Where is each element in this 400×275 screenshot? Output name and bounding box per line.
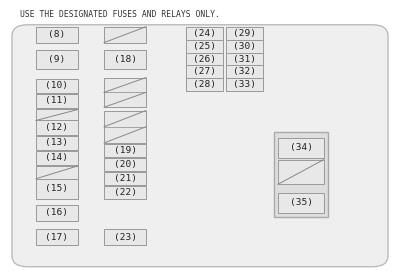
Text: (27): (27) — [193, 67, 216, 76]
Bar — [104, 158, 146, 171]
Text: (9): (9) — [48, 55, 66, 64]
Bar — [104, 50, 146, 69]
Text: (28): (28) — [193, 80, 216, 89]
Text: (29): (29) — [233, 29, 256, 38]
Text: (14): (14) — [46, 153, 68, 162]
Text: (16): (16) — [46, 208, 68, 217]
Text: (20): (20) — [114, 160, 136, 169]
Bar — [226, 78, 263, 91]
Bar — [36, 179, 78, 199]
Text: (25): (25) — [193, 42, 216, 51]
Text: (8): (8) — [48, 30, 66, 39]
Bar — [36, 229, 78, 245]
Bar — [104, 78, 146, 107]
Bar — [186, 78, 223, 91]
Text: (22): (22) — [114, 188, 136, 197]
Bar — [104, 144, 146, 157]
Bar — [278, 192, 324, 213]
Bar — [36, 50, 78, 69]
Bar — [36, 109, 78, 120]
Text: (32): (32) — [233, 67, 256, 76]
Text: (31): (31) — [233, 55, 256, 64]
Bar — [104, 111, 146, 143]
Bar — [278, 160, 324, 184]
Bar — [186, 40, 223, 53]
Text: (30): (30) — [233, 42, 256, 51]
Text: (23): (23) — [114, 233, 136, 242]
Text: (17): (17) — [46, 233, 68, 242]
Text: (10): (10) — [46, 81, 68, 90]
Text: (33): (33) — [233, 80, 256, 89]
Bar — [186, 65, 223, 78]
Bar — [36, 151, 78, 165]
Bar — [226, 40, 263, 53]
Text: (24): (24) — [193, 29, 216, 38]
Text: (12): (12) — [46, 123, 68, 132]
Bar — [36, 136, 78, 150]
Text: (26): (26) — [193, 55, 216, 64]
Bar — [186, 28, 223, 40]
Bar — [226, 28, 263, 40]
Text: (21): (21) — [114, 174, 136, 183]
Text: USE THE DESIGNATED FUSES AND RELAYS ONLY.: USE THE DESIGNATED FUSES AND RELAYS ONLY… — [20, 10, 220, 19]
Bar — [226, 53, 263, 65]
Bar — [36, 120, 78, 135]
Text: (35): (35) — [290, 198, 312, 207]
Bar — [36, 205, 78, 221]
Bar — [36, 94, 78, 108]
FancyBboxPatch shape — [12, 25, 388, 267]
Text: (18): (18) — [114, 55, 136, 64]
Bar — [104, 229, 146, 245]
Bar — [278, 138, 324, 158]
Text: (34): (34) — [290, 143, 312, 152]
Text: (15): (15) — [46, 184, 68, 193]
Bar — [274, 132, 328, 217]
Bar — [104, 186, 146, 199]
Text: (19): (19) — [114, 146, 136, 155]
Bar — [36, 27, 78, 43]
Bar — [104, 27, 146, 43]
Bar — [104, 172, 146, 185]
Text: (11): (11) — [46, 97, 68, 105]
Bar — [226, 65, 263, 78]
Bar — [36, 79, 78, 93]
Text: (13): (13) — [46, 138, 68, 147]
Bar — [36, 166, 78, 179]
Bar — [186, 53, 223, 65]
